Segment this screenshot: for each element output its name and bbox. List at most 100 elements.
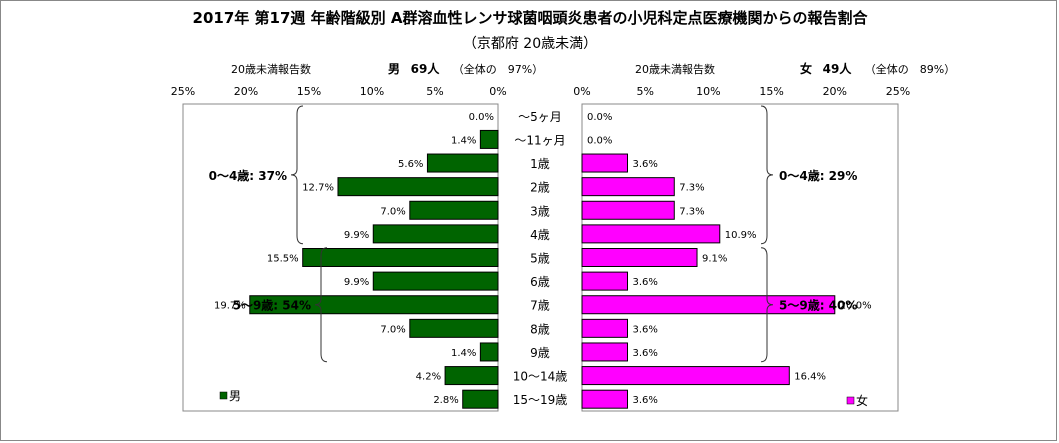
female-bar-value-label: 0.0% — [587, 112, 612, 123]
female-bar — [581, 295, 836, 315]
left-x-tick-label: 20% — [234, 85, 258, 98]
left-x-tick-label: 25% — [171, 85, 195, 98]
male-bar-value-label: 0.0% — [469, 112, 494, 123]
male-bar — [302, 248, 499, 267]
category-label: 5歳 — [530, 252, 550, 266]
male-bar — [372, 224, 499, 244]
male-bar-value-label: 4.2% — [416, 372, 441, 383]
male-bar — [444, 366, 499, 386]
male-bar — [426, 153, 499, 173]
female-bar — [581, 342, 629, 362]
right-summary-pct: （全体の 89%） — [865, 62, 955, 76]
male-bar — [462, 389, 499, 409]
female-bar-value-label: 7.3% — [679, 183, 704, 194]
left-x-tick-label: 10% — [360, 85, 384, 98]
age-group-annotations: 0～4歳: 37% 5～9歳: 54% 0～4歳: 29% 5～9歳: 40% — [209, 105, 857, 363]
left-summary-sex: 男 — [388, 62, 400, 76]
male-bar-value-label: 19.7% — [214, 301, 246, 312]
male-bar-value-label: 9.9% — [344, 230, 369, 241]
legend-label-female: 女 — [856, 393, 868, 408]
right-plot-area: 0% 5% 10% 15% 20% 25% 0.0% 0.0% 3.6% 7.3% 7.3% 10.9… — [573, 85, 910, 412]
male-bar — [409, 318, 499, 338]
male-bar-value-label: 5.6% — [398, 159, 423, 170]
left-x-tick-label: 15% — [297, 85, 321, 98]
male-age-group-brace — [314, 247, 328, 363]
female-bar — [581, 248, 698, 267]
chart-title: 2017年 第17週 年齢階級別 A群溶血性レンサ球菌咽頭炎患者の小児科定点医療… — [193, 9, 869, 27]
right-x-tick-label: 0% — [573, 85, 590, 98]
category-label: 4歳 — [530, 228, 550, 242]
left-x-tick-label: 0% — [489, 85, 506, 98]
category-label: 9歳 — [530, 346, 550, 360]
right-x-tick-label: 15% — [759, 85, 783, 98]
legend-swatch-female — [846, 396, 855, 405]
female-bar — [581, 366, 790, 386]
category-label: 10～14歳 — [513, 370, 568, 384]
category-label: 8歳 — [530, 322, 550, 336]
right-summary-sex: 女 — [800, 61, 812, 76]
category-label: ～11ヶ月 — [514, 133, 565, 147]
chart-subtitle: （京都府 20歳未満） — [463, 36, 597, 52]
male-bar — [249, 295, 499, 315]
female-age-group-brace — [760, 247, 774, 363]
male-age-group-label: 0～4歳: 37% — [209, 168, 287, 183]
male-bar-value-label: 7.0% — [380, 206, 405, 217]
category-label: 1歳 — [530, 157, 550, 171]
category-label: 7歳 — [530, 299, 550, 313]
female-bar — [581, 318, 629, 338]
left-plot-area: 25% 20% 15% 10% 5% 0% 0.0% 1.4% 5.6% 12.7% 7.0% 9.9… — [171, 85, 507, 412]
male-bar — [337, 177, 499, 197]
right-x-tick-label: 10% — [696, 85, 720, 98]
female-bar-value-label: 20.0% — [840, 301, 872, 312]
female-bar-value-label: 3.6% — [633, 395, 658, 406]
right-axis-label: 20歳未満報告数 — [635, 63, 715, 76]
female-bar — [581, 200, 675, 220]
category-label: 15～19歳 — [513, 393, 568, 407]
male-age-group-label: 5～9歳: 54% — [233, 298, 311, 313]
male-bar-value-label: 2.8% — [433, 395, 458, 406]
male-bar-value-label: 15.5% — [267, 254, 299, 265]
male-bar — [479, 342, 499, 362]
legend-swatch-male — [219, 391, 228, 400]
male-bar-value-label: 7.0% — [380, 324, 405, 335]
female-age-group-label: 0～4歳: 29% — [779, 168, 857, 183]
female-bar-value-label: 0.0% — [587, 135, 612, 146]
category-label: 6歳 — [530, 275, 550, 289]
male-bar-value-label: 1.4% — [451, 348, 476, 359]
right-x-tick-label: 20% — [823, 85, 847, 98]
male-bar — [409, 200, 499, 220]
male-bar — [372, 271, 499, 291]
left-x-tick-label: 5% — [426, 85, 443, 98]
female-bar-value-label: 10.9% — [725, 230, 757, 241]
left-summary-count: 69人 — [411, 61, 441, 76]
male-age-group-brace — [290, 105, 304, 245]
category-label: 2歳 — [530, 181, 550, 195]
female-bar-value-label: 3.6% — [633, 277, 658, 288]
category-label: ～5ヶ月 — [518, 110, 562, 124]
female-bar-value-label: 3.6% — [633, 324, 658, 335]
female-age-group-label: 5～9歳: 40% — [779, 298, 857, 313]
female-age-group-brace — [760, 105, 774, 245]
right-summary-count: 49人 — [823, 61, 853, 76]
female-bar — [581, 271, 629, 291]
female-bar — [581, 389, 629, 409]
female-bar — [581, 177, 675, 197]
category-labels: ～5ヶ月 ～11ヶ月 1歳 2歳 3歳 4歳 5歳 6歳 7歳 8歳 9歳 10～14歳 15～19歳 — [513, 110, 568, 407]
right-x-tick-label: 5% — [636, 85, 653, 98]
left-summary-pct: （全体の 97%） — [453, 62, 543, 76]
category-label: 3歳 — [530, 204, 550, 218]
female-bar-value-label: 16.4% — [794, 372, 826, 383]
male-bar-value-label: 12.7% — [302, 183, 334, 194]
female-bar-value-label: 3.6% — [633, 348, 658, 359]
female-bar-value-label: 7.3% — [679, 206, 704, 217]
female-bar — [581, 153, 629, 173]
male-bar-value-label: 1.4% — [451, 135, 476, 146]
right-x-tick-label: 25% — [886, 85, 910, 98]
male-bar — [479, 129, 499, 149]
left-axis-label: 20歳未満報告数 — [231, 63, 311, 76]
male-bar-value-label: 9.9% — [344, 277, 369, 288]
female-bar — [581, 224, 721, 244]
female-bar-value-label: 9.1% — [702, 254, 727, 265]
